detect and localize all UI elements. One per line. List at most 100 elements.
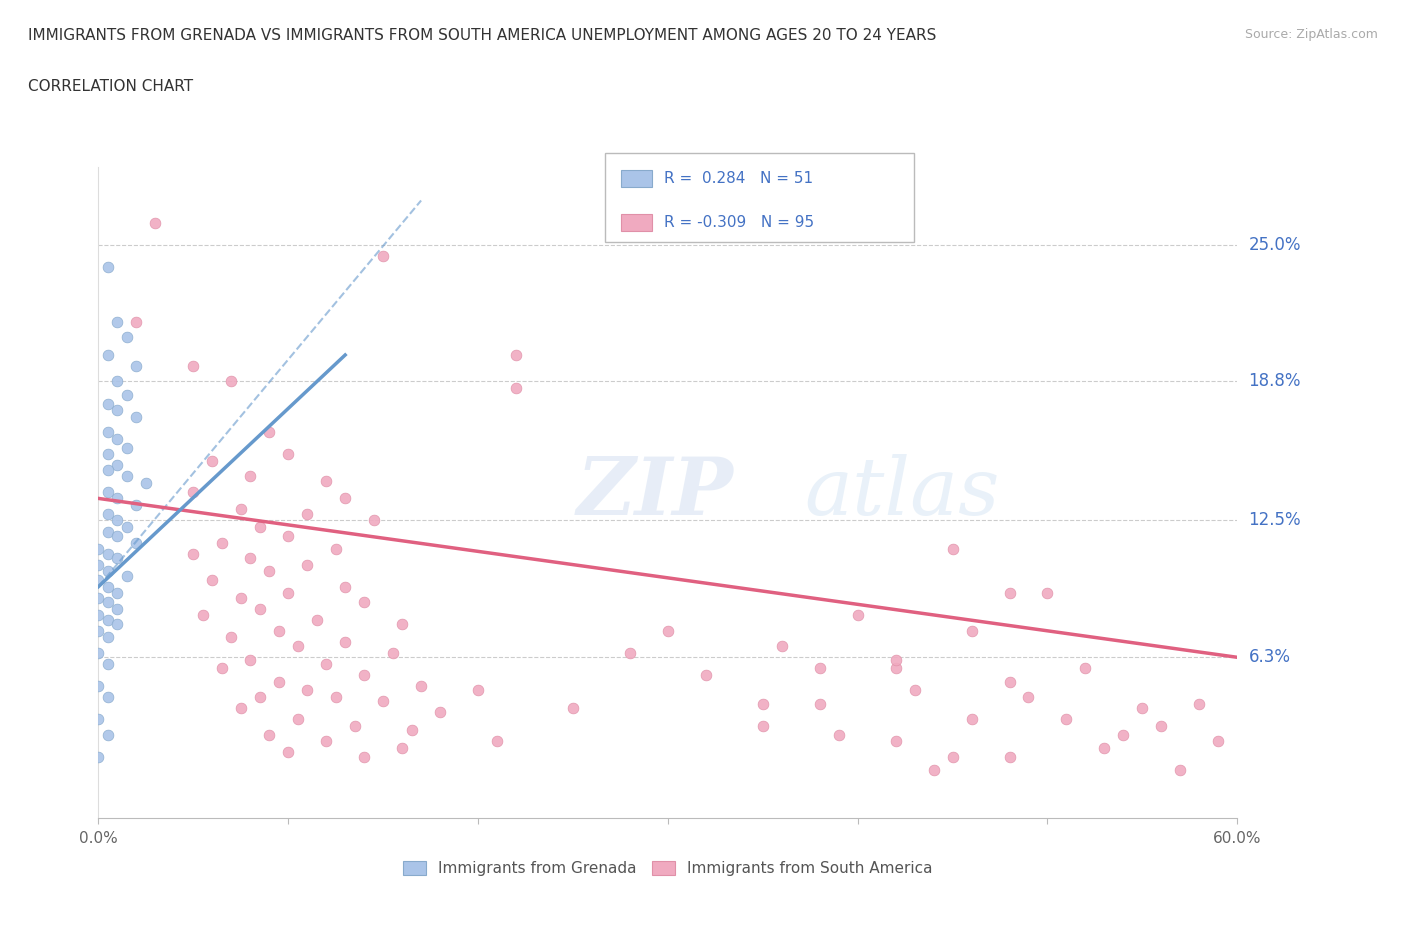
Point [998, 750, 1021, 764]
Text: ZIP: ZIP [576, 454, 734, 532]
Point [115, 469, 138, 484]
Point [229, 591, 252, 605]
Point [97, 657, 120, 671]
Point [287, 639, 309, 654]
Point [505, 380, 527, 395]
Point [1094, 740, 1116, 755]
Point [97, 594, 120, 609]
Point [315, 657, 337, 671]
Point [808, 697, 831, 711]
Point [97, 630, 120, 644]
Point [904, 683, 927, 698]
Point [371, 248, 394, 263]
Point [97, 689, 120, 704]
Point [239, 551, 262, 565]
Text: R = -0.309   N = 95: R = -0.309 N = 95 [664, 215, 814, 230]
Point [183, 485, 205, 499]
Point [87, 608, 110, 623]
Point [381, 645, 404, 660]
Point [335, 579, 357, 594]
Text: atlas: atlas [804, 454, 1000, 532]
Point [229, 502, 252, 517]
Point [922, 763, 945, 777]
Point [115, 520, 138, 535]
Point [97, 425, 120, 440]
Point [391, 617, 413, 631]
Point [107, 403, 129, 418]
Point [353, 668, 375, 683]
Point [97, 612, 120, 627]
Point [97, 446, 120, 461]
Point [884, 652, 907, 667]
Point [998, 674, 1021, 689]
Point [211, 661, 233, 676]
Point [960, 623, 983, 638]
Point [752, 718, 775, 733]
Point [87, 557, 110, 572]
Point [107, 374, 129, 389]
Point [505, 348, 527, 363]
Point [353, 750, 375, 764]
Point [87, 542, 110, 557]
Point [107, 491, 129, 506]
Point [960, 711, 983, 726]
Point [752, 697, 775, 711]
Point [221, 630, 243, 644]
Point [371, 694, 394, 709]
Point [657, 623, 679, 638]
Point [619, 645, 641, 660]
Point [211, 535, 233, 550]
Point [1112, 727, 1135, 742]
Point [191, 608, 214, 623]
Point [335, 491, 357, 506]
Point [1036, 586, 1059, 601]
Legend: Immigrants from Grenada, Immigrants from South America: Immigrants from Grenada, Immigrants from… [396, 855, 939, 883]
Point [297, 683, 319, 698]
Point [107, 551, 129, 565]
Point [107, 513, 129, 528]
Point [87, 573, 110, 588]
Point [277, 446, 299, 461]
Point [115, 330, 138, 345]
Point [297, 557, 319, 572]
Point [562, 700, 585, 715]
Point [998, 586, 1021, 601]
Point [97, 727, 120, 742]
Point [1018, 689, 1040, 704]
Point [87, 750, 110, 764]
Text: IMMIGRANTS FROM GRENADA VS IMMIGRANTS FROM SOUTH AMERICA UNEMPLOYMENT AMONG AGES: IMMIGRANTS FROM GRENADA VS IMMIGRANTS FR… [28, 28, 936, 43]
Point [97, 525, 120, 539]
Point [97, 579, 120, 594]
Text: 25.0%: 25.0% [1249, 235, 1301, 254]
Point [259, 564, 281, 578]
Point [97, 485, 120, 499]
Point [1056, 711, 1078, 726]
Point [229, 700, 252, 715]
Point [267, 623, 290, 638]
Point [249, 602, 271, 617]
Point [97, 348, 120, 363]
Point [125, 409, 148, 424]
Text: 18.8%: 18.8% [1249, 372, 1301, 391]
Point [107, 586, 129, 601]
Point [107, 602, 129, 617]
Point [125, 359, 148, 374]
Point [201, 573, 224, 588]
Point [287, 711, 309, 726]
Point [363, 513, 385, 528]
Point [1132, 700, 1154, 715]
Point [267, 674, 290, 689]
Point [343, 718, 366, 733]
Point [467, 683, 489, 698]
Point [305, 612, 328, 627]
Point [486, 734, 509, 749]
Point [353, 594, 375, 609]
Point [1150, 718, 1173, 733]
Point [107, 458, 129, 472]
Point [846, 608, 869, 623]
Point [770, 639, 793, 654]
Point [115, 440, 138, 455]
Point [277, 745, 299, 760]
Point [201, 454, 224, 469]
Point [97, 259, 120, 274]
